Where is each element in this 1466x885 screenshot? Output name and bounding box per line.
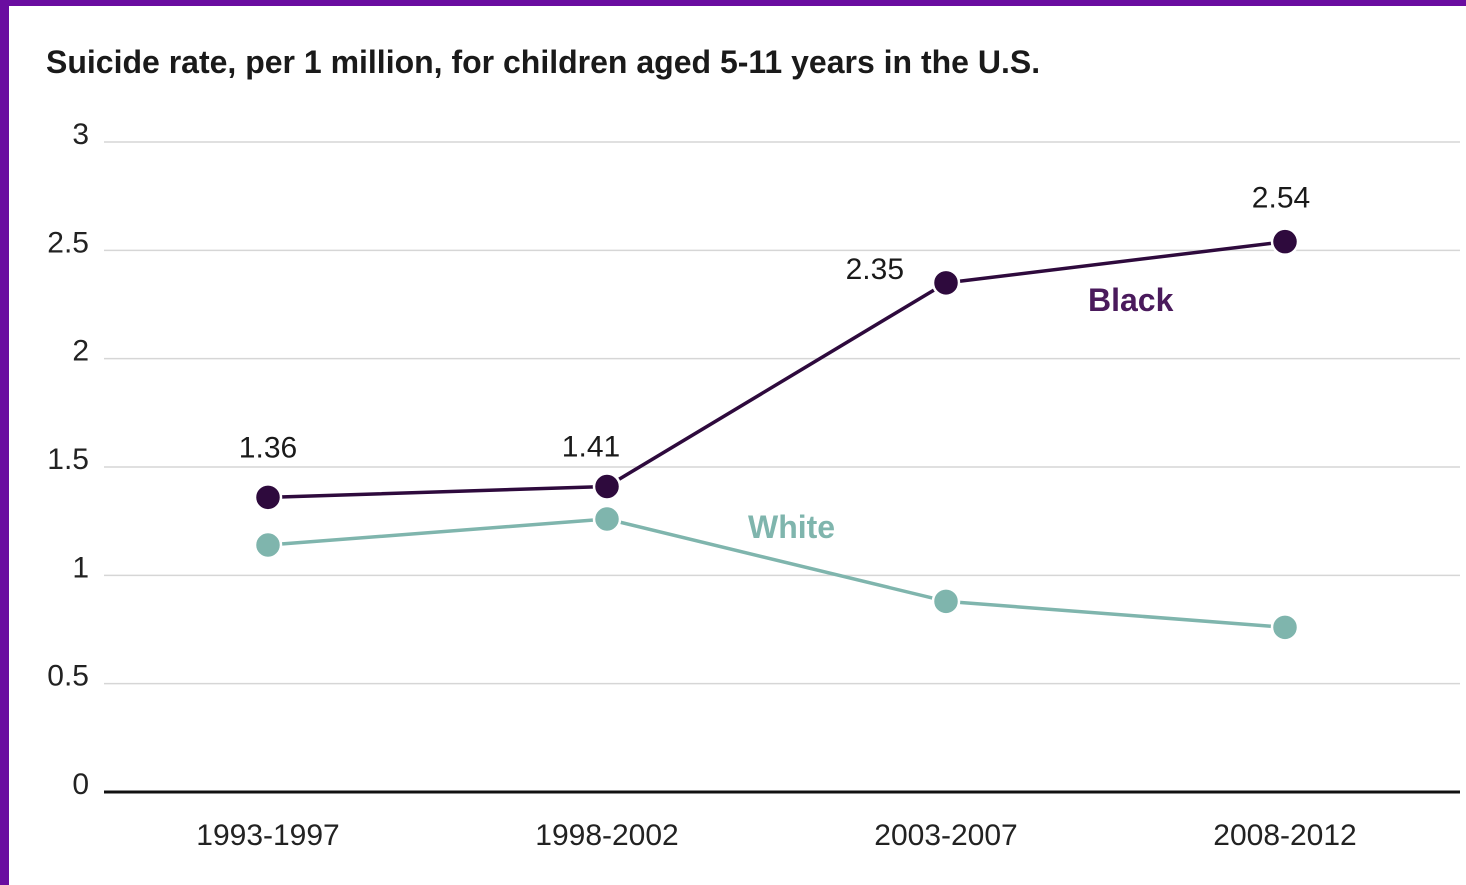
y-tick-label: 0 [72,768,89,801]
x-tick-label: 2008-2012 [1213,819,1356,852]
data-point-white [1270,613,1300,642]
series-line-black [267,239,1286,500]
data-point-black [931,268,961,298]
series-line-white [267,517,1286,630]
chart-title: Suicide rate, per 1 million, for childre… [46,44,1041,80]
y-tick-label: 2 [72,335,89,368]
data-label: 1.41 [562,431,620,464]
data-point-black [592,472,622,501]
data-label: 1.36 [239,431,297,464]
data-point-black [1270,227,1300,256]
series-label-white: White [748,509,835,545]
data-point-black [253,483,283,512]
data-label: 2.54 [1252,182,1310,215]
data-point-white [253,530,283,560]
data-point-white [931,587,961,616]
x-tick-label: 1993-1997 [196,819,339,852]
y-tick-label: 0.5 [47,660,89,693]
y-tick-label: 3 [72,118,89,151]
y-tick-label: 1.5 [47,443,89,476]
y-tick-label: 1 [72,551,89,584]
data-label: 2.35 [846,253,904,286]
y-tick-label: 2.5 [47,226,89,259]
x-tick-label: 2003-2007 [874,819,1017,852]
x-tick-label: 1998-2002 [535,819,678,852]
data-point-white [592,504,622,534]
series-label-black: Black [1088,282,1174,318]
line-chart: 0 0.5 1 1.5 2 2.5 3 1993-1997 1998-2002 2003-2007… [47,118,1460,852]
